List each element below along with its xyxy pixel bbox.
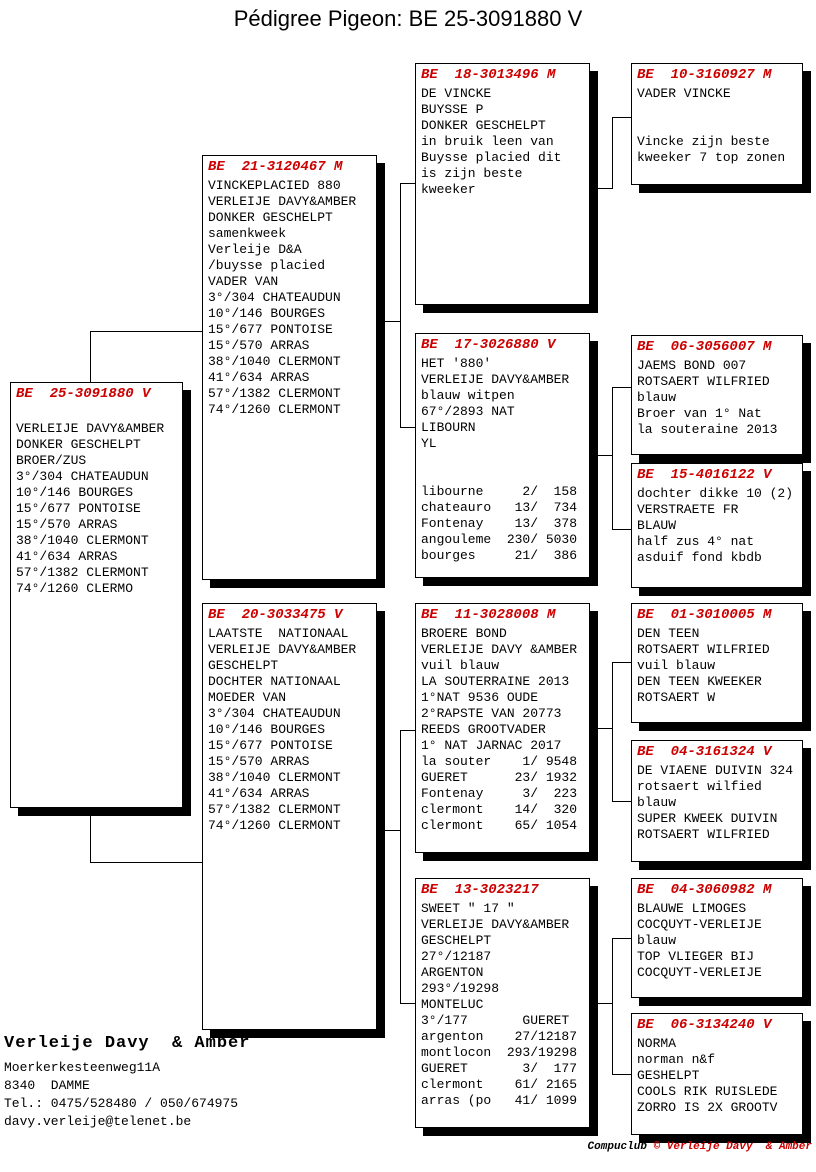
pigeon-details: LAATSTE NATIONAAL VERLEIJE DAVY&AMBER GE…	[208, 626, 357, 833]
owner-email: davy.verleije@telenet.be	[4, 1114, 192, 1129]
pigeon-details: dochter dikke 10 (2) VERSTRAETE FR BLAUW…	[637, 486, 794, 565]
pedigree-box-sire-dam: BE 17-3026880 V HET '880' VERLEIJE DAVY&…	[415, 333, 590, 578]
pigeon-details: DEN TEEN ROTSAERT WILFRIED vuil blauw DE…	[637, 626, 770, 705]
pedigree-box-subject: BE 25-3091880 V VERLEIJE DAVY&AMBER DONK…	[10, 382, 183, 808]
pigeon-details: BROERE BOND VERLEIJE DAVY &AMBER vuil bl…	[421, 626, 578, 833]
connector-line	[612, 117, 631, 118]
connector-line	[612, 938, 613, 1075]
credit-software: Compuclub	[587, 1141, 654, 1153]
ring-number: BE 11-3028008 M	[421, 607, 556, 623]
pigeon-details: SWEET " 17 " VERLEIJE DAVY&AMBER GESCHEL…	[421, 901, 578, 1108]
connector-line	[400, 730, 415, 731]
connector-line	[590, 728, 612, 729]
pigeon-details: VINCKEPLACIED 880 VERLEIJE DAVY&AMBER DO…	[208, 178, 357, 417]
pigeon-details: JAEMS BOND 007 ROTSAERT WILFRIED blauw B…	[637, 358, 778, 437]
pigeon-details: NORMA norman n&f GESHELPT COOLS RIK RUIS…	[637, 1036, 778, 1115]
connector-line	[590, 188, 612, 189]
credit-line: Compuclub © Verleije Davy & Amber	[588, 1141, 812, 1153]
connector-line	[400, 183, 401, 428]
ring-number: BE 04-3161324 V	[637, 744, 772, 760]
connector-line	[90, 808, 91, 862]
pigeon-details: VADER VINCKE Vincke zijn beste kweeker 7…	[637, 86, 786, 165]
connector-line	[90, 331, 91, 382]
ring-number: BE 10-3160927 M	[637, 67, 772, 83]
ring-number: BE 15-4016122 V	[637, 467, 772, 483]
credit-rights: © Verleije Davy & Amber	[653, 1141, 812, 1153]
ring-number: BE 20-3033475 V	[208, 607, 343, 623]
pedigree-box-sire-dam-dam: BE 15-4016122 V dochter dikke 10 (2) VER…	[631, 463, 803, 588]
pedigree-box-dam: BE 20-3033475 V LAATSTE NATIONAAL VERLEI…	[202, 603, 377, 1030]
pedigree-box-sire-sire: BE 18-3013496 M DE VINCKE BUYSSE P DONKE…	[415, 63, 590, 305]
connector-line	[612, 1074, 631, 1075]
pedigree-box-dam-dam-sire: BE 04-3060982 M BLAUWE LIMOGES COCQUYT-V…	[631, 878, 803, 998]
connector-line	[612, 801, 631, 802]
connector-line	[400, 183, 415, 184]
connector-line	[377, 830, 400, 831]
pedigree-box-dam-dam: BE 13-3023217 SWEET " 17 " VERLEIJE DAVY…	[415, 878, 590, 1128]
ring-number: BE 13-3023217	[421, 882, 539, 898]
pedigree-box-dam-sire: BE 11-3028008 M BROERE BOND VERLEIJE DAV…	[415, 603, 590, 853]
connector-line	[612, 662, 613, 802]
ring-number: BE 18-3013496 M	[421, 67, 556, 83]
connector-line	[400, 427, 415, 428]
owner-phone: Tel.: 0475/528480 / 050/674975	[4, 1096, 239, 1111]
ring-number: BE 06-3134240 V	[637, 1017, 772, 1033]
pigeon-details: VERLEIJE DAVY&AMBER DONKER GESCHELPT BRO…	[16, 421, 165, 596]
pedigree-box-dam-sire-dam: BE 04-3161324 V DE VIAENE DUIVIN 324 rot…	[631, 740, 803, 862]
connector-line	[377, 321, 400, 322]
ring-number: BE 01-3010005 M	[637, 607, 772, 623]
ring-number: BE 04-3060982 M	[637, 882, 772, 898]
owner-contact-block: Verleije Davy & Amber Moerkerkesteenweg1…	[4, 1034, 250, 1131]
connector-line	[90, 331, 202, 332]
pedigree-box-dam-dam-dam: BE 06-3134240 V NORMA norman n&f GESHELP…	[631, 1013, 803, 1135]
connector-line	[612, 387, 631, 388]
owner-address-city: 8340 DAMME	[4, 1078, 90, 1093]
pedigree-box-sire-sire-sire: BE 10-3160927 M VADER VINCKE Vincke zijn…	[631, 63, 803, 185]
ring-number: BE 06-3056007 M	[637, 339, 772, 355]
connector-line	[612, 938, 631, 939]
connector-line	[590, 455, 612, 456]
connector-line	[612, 387, 613, 530]
connector-line	[400, 730, 401, 1004]
pedigree-box-sire: BE 21-3120467 M VINCKEPLACIED 880 VERLEI…	[202, 155, 377, 580]
pigeon-details: DE VIAENE DUIVIN 324 rotsaert wilfied bl…	[637, 763, 794, 842]
connector-line	[590, 1003, 612, 1004]
pigeon-details: DE VINCKE BUYSSE P DONKER GESCHELPT in b…	[421, 86, 562, 197]
owner-name: Verleije Davy & Amber	[4, 1034, 251, 1053]
connector-line	[612, 117, 613, 189]
pigeon-details: BLAUWE LIMOGES COCQUYT-VERLEIJE blauw TO…	[637, 901, 762, 980]
connector-line	[612, 529, 631, 530]
connector-line	[400, 1003, 415, 1004]
owner-address-street: Moerkerkesteenweg11A	[4, 1060, 161, 1075]
pigeon-details: HET '880' VERLEIJE DAVY&AMBER blauw witp…	[421, 356, 578, 563]
ring-number: BE 25-3091880 V	[16, 386, 151, 402]
ring-number: BE 17-3026880 V	[421, 337, 556, 353]
connector-line	[90, 862, 202, 863]
ring-number: BE 21-3120467 M	[208, 159, 343, 175]
pedigree-box-sire-dam-sire: BE 06-3056007 M JAEMS BOND 007 ROTSAERT …	[631, 335, 803, 455]
pedigree-box-dam-sire-sire: BE 01-3010005 M DEN TEEN ROTSAERT WILFRI…	[631, 603, 803, 723]
connector-line	[612, 662, 631, 663]
page-title: Pédigree Pigeon: BE 25-3091880 V	[233, 6, 583, 31]
